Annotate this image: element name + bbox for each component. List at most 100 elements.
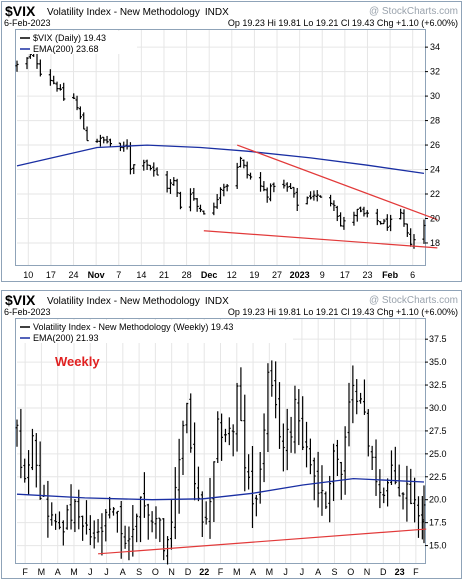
weekly-ohlc-bar xyxy=(96,518,100,543)
weekly-y-tick-label: 27.5 xyxy=(429,426,447,436)
weekly-ohlc-bar xyxy=(131,505,135,557)
weekly-ohlc-bar xyxy=(23,458,27,483)
weekly-ohlc-bar xyxy=(34,433,38,488)
weekly-ohlc-bar xyxy=(355,379,359,415)
daily-x-tick-label: 17 xyxy=(340,270,350,280)
weekly-panel: $VIX Volatility Index - New Methodology I… xyxy=(1,290,462,579)
daily-ohlc-bar xyxy=(375,208,379,226)
weekly-x-tick-label: J xyxy=(88,567,93,577)
weekly-ohlc-bar xyxy=(243,394,247,492)
weekly-y-tick-label: 25.0 xyxy=(429,449,447,459)
weekly-ohlc-bar xyxy=(382,487,386,504)
daily-ohlc-bar xyxy=(359,206,363,213)
weekly-ema-line xyxy=(16,477,425,501)
daily-ohlc-bar xyxy=(38,59,42,77)
weekly-x-tick-label: J xyxy=(283,567,288,577)
daily-ohlc-bar xyxy=(215,193,219,209)
daily-y-tick-label: 26 xyxy=(430,140,440,150)
weekly-ohlc-bar xyxy=(162,518,166,561)
weekly-x-tick-label: A xyxy=(250,567,256,577)
daily-ohlc-bar xyxy=(95,138,99,143)
daily-x-tick-label: 21 xyxy=(159,270,169,280)
daily-ohlc-bar xyxy=(379,221,383,225)
weekly-ohlc-bar xyxy=(417,496,420,538)
daily-ohlc-bar xyxy=(155,167,159,176)
weekly-ohlc-bar xyxy=(108,496,112,519)
daily-plot xyxy=(15,43,438,249)
weekly-ohlc-bar xyxy=(278,382,281,449)
daily-exchange: INDX xyxy=(205,7,229,18)
daily-ohlc-bar xyxy=(212,202,216,216)
daily-panel-frame xyxy=(1,1,462,282)
daily-y-tick-label: 28 xyxy=(430,116,440,126)
daily-ohlc-bar xyxy=(332,200,336,212)
daily-x-tick-label: 6 xyxy=(410,270,415,280)
weekly-ohlc-bar xyxy=(324,491,328,509)
daily-x-tick-label: 17 xyxy=(46,270,56,280)
daily-ohlc-bar xyxy=(238,156,243,168)
daily-ohlc-bar xyxy=(288,183,293,190)
weekly-x-axis: F M A M J J A S O N D 22 F M A M J J A S O N D 23 F xyxy=(22,567,419,577)
weekly-ohlc-bar xyxy=(366,409,370,457)
weekly-ohlc-bar xyxy=(27,450,30,495)
daily-ohlc-bar xyxy=(268,183,273,202)
weekly-x-tick-label: 23 xyxy=(395,567,405,577)
weekly-ohlc-bar xyxy=(266,363,270,453)
weekly-ohlc-bar xyxy=(85,500,88,535)
weekly-x-tick-label: J xyxy=(300,567,305,577)
weekly-x-tick-label: D xyxy=(185,567,192,577)
daily-ohlc-bar xyxy=(78,106,82,120)
weekly-x-tick-label: J xyxy=(104,567,109,577)
weekly-ohlc-bar xyxy=(390,450,393,486)
weekly-ohlc-bar xyxy=(193,422,196,501)
daily-ohlc-bar xyxy=(172,177,176,186)
daily-ohlc-bar xyxy=(355,208,359,222)
weekly-ohlc-bar xyxy=(301,396,305,451)
daily-x-tick-label: 2023 xyxy=(290,270,310,280)
daily-ohlc-bar xyxy=(165,170,169,193)
weekly-x-tick-label: F xyxy=(22,567,28,577)
daily-ohlc-bar xyxy=(342,216,346,230)
daily-ohlc-bar xyxy=(98,134,103,147)
weekly-ohlc-bar xyxy=(413,477,417,523)
daily-ohlc-bar xyxy=(399,208,403,220)
daily-ohlc-bar xyxy=(382,219,386,225)
weekly-ohlc-bar xyxy=(173,467,177,540)
daily-legend-background xyxy=(17,31,137,54)
daily-ohlc-bar xyxy=(85,126,89,142)
weekly-panel-frame xyxy=(1,290,462,579)
daily-ohlc-bar xyxy=(308,191,313,200)
daily-ohlc-bar xyxy=(25,57,29,70)
weekly-exchange: INDX xyxy=(205,296,229,307)
weekly-ohlc-bar xyxy=(270,360,274,397)
daily-x-tick-label: Dec xyxy=(201,270,218,280)
weekly-date: 6-Feb-2023 xyxy=(4,307,51,317)
weekly-ohlc-bar xyxy=(374,439,378,496)
weekly-ohlc-bar xyxy=(50,502,54,526)
weekly-ohlc-bar xyxy=(401,492,405,510)
weekly-ohlc-bar xyxy=(224,428,227,443)
daily-ohlc-bar xyxy=(55,81,59,92)
daily-ohlc-bar xyxy=(245,161,249,179)
weekly-y-tick-label: 17.5 xyxy=(429,518,447,528)
daily-ohlc-bar xyxy=(258,172,263,192)
weekly-ohlc-bar xyxy=(92,520,96,549)
weekly-trend-line xyxy=(98,528,427,555)
daily-ohlc-bar xyxy=(218,187,223,204)
daily-ohlc-bar xyxy=(422,219,426,244)
daily-ohlc-bar xyxy=(365,210,369,218)
weekly-ohlc-bar xyxy=(15,419,19,447)
weekly-ohlc-bar xyxy=(19,408,23,479)
daily-plot-area xyxy=(15,29,426,266)
weekly-ohlc-bar xyxy=(189,393,193,453)
weekly-ohlc-bar xyxy=(216,411,220,464)
weekly-x-tick-label: S xyxy=(136,567,142,577)
daily-x-tick-label: 23 xyxy=(362,270,372,280)
weekly-ohlc-bar xyxy=(220,413,224,461)
daily-x-tick-label: 27 xyxy=(272,270,282,280)
weekly-ohlc-bar xyxy=(127,526,131,561)
daily-y-tick-label: 34 xyxy=(430,42,440,52)
weekly-x-tick-label: A xyxy=(120,567,126,577)
weekly-ohlc-bar xyxy=(158,517,162,543)
weekly-y-tick-label: 22.5 xyxy=(429,472,447,482)
